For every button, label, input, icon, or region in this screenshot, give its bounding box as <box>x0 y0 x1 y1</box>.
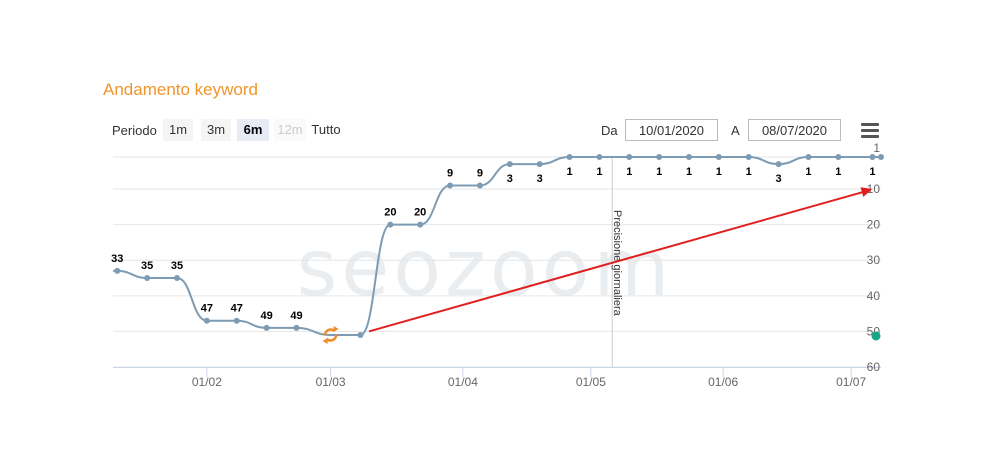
x-tick-label: 01/05 <box>576 375 606 389</box>
data-point <box>878 154 884 160</box>
data-point <box>536 161 543 168</box>
data-label: 3 <box>776 173 782 185</box>
hamburger-menu-icon[interactable] <box>861 123 879 139</box>
data-point <box>263 324 270 331</box>
trend-arrow-head <box>860 187 873 197</box>
data-label: 20 <box>384 207 396 219</box>
data-point <box>566 154 573 160</box>
data-point <box>775 161 782 168</box>
position-marker <box>871 331 881 341</box>
data-label: 1 <box>566 166 572 178</box>
data-label: 1 <box>686 166 692 178</box>
data-label: 9 <box>447 167 453 179</box>
data-label: 49 <box>290 310 302 322</box>
y-tick-label: 60 <box>867 360 881 374</box>
plotline-label: Precisione giornaliera <box>611 210 623 317</box>
data-point <box>596 154 603 160</box>
data-point <box>417 221 424 228</box>
range-button-12m: 12m <box>274 119 306 141</box>
range-selector-label: Periodo <box>112 123 157 138</box>
date-from-input[interactable] <box>625 119 718 141</box>
refresh-icon-arrow <box>333 325 339 332</box>
data-point <box>203 317 210 324</box>
range-button-6m[interactable]: 6m <box>237 119 269 141</box>
y-tick-label: 40 <box>867 289 881 303</box>
data-point <box>656 154 663 160</box>
data-label: 35 <box>171 260 183 272</box>
x-tick-label: 01/07 <box>836 375 866 389</box>
data-label: 1 <box>869 166 875 178</box>
x-tick-label: 01/04 <box>448 375 478 389</box>
chart-title: Andamento keyword <box>103 80 258 99</box>
y-tick-label: 30 <box>867 253 881 267</box>
x-tick-label: 01/06 <box>708 375 738 389</box>
data-label: 3 <box>507 173 513 185</box>
data-point <box>233 317 240 324</box>
refresh-icon-ring <box>323 328 338 342</box>
data-label: 47 <box>231 303 243 315</box>
data-point <box>293 324 300 331</box>
data-label: 9 <box>477 167 483 179</box>
range-button-3m[interactable]: 3m <box>201 119 231 141</box>
data-label: 1 <box>746 166 752 178</box>
data-point <box>144 275 151 282</box>
series-line <box>113 156 881 336</box>
data-point <box>626 154 633 160</box>
data-point <box>869 154 876 160</box>
data-point <box>686 154 692 160</box>
data-label: 1 <box>805 166 811 178</box>
range-button-all[interactable]: Tutto <box>311 122 341 137</box>
data-point <box>387 221 394 228</box>
data-point <box>805 154 812 160</box>
date-from-label: Da <box>601 123 618 138</box>
data-label: 1 <box>716 166 722 178</box>
data-label: 35 <box>141 260 153 272</box>
data-label: 3 <box>537 173 543 185</box>
data-label: 1 <box>835 166 841 178</box>
data-point <box>476 182 483 189</box>
trend-arrow-line <box>368 190 867 333</box>
data-label: 49 <box>260 310 272 322</box>
data-point <box>506 161 513 168</box>
data-label: 33 <box>111 253 123 265</box>
refresh-icon <box>322 325 339 344</box>
data-point <box>174 275 180 282</box>
data-label: 1 <box>626 166 632 178</box>
date-to-label: A <box>731 123 740 138</box>
x-tick-label: 01/02 <box>192 375 222 389</box>
data-label: 20 <box>414 207 426 219</box>
data-point <box>715 154 722 160</box>
data-point <box>447 182 454 189</box>
data-point <box>745 154 752 160</box>
range-button-1m[interactable]: 1m <box>163 119 193 141</box>
data-label: 1 <box>596 166 602 178</box>
data-label: 47 <box>201 303 213 315</box>
x-tick-label: 01/03 <box>316 375 346 389</box>
data-point <box>114 267 121 274</box>
y-tick-label: 10 <box>867 182 881 196</box>
date-to-input[interactable] <box>748 119 841 141</box>
data-label: 1 <box>656 166 662 178</box>
refresh-icon-arrow <box>322 337 328 344</box>
y-tick-label: 1 <box>873 141 880 155</box>
y-tick-label: 20 <box>867 218 881 232</box>
data-point <box>357 331 364 338</box>
data-point <box>835 154 842 160</box>
